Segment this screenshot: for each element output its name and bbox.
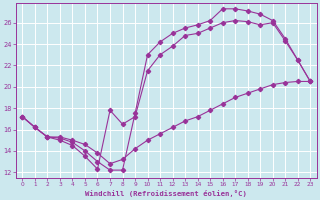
X-axis label: Windchill (Refroidissement éolien,°C): Windchill (Refroidissement éolien,°C): [85, 190, 247, 197]
